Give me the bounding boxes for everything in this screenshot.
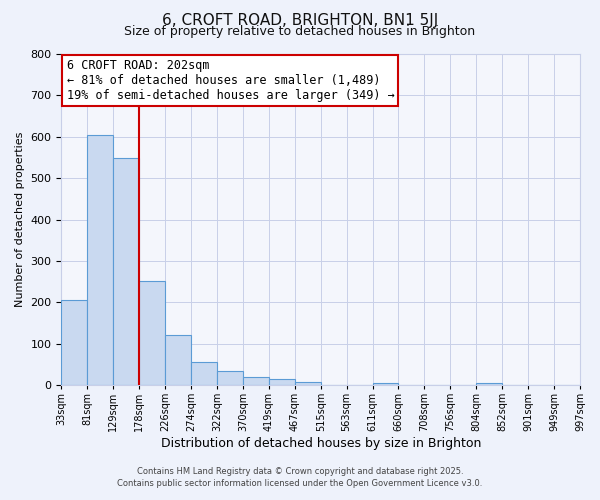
Bar bbox=[191, 362, 217, 385]
Bar bbox=[295, 382, 321, 385]
Bar bbox=[88, 134, 113, 385]
Text: 6 CROFT ROAD: 202sqm
← 81% of detached houses are smaller (1,489)
19% of semi-de: 6 CROFT ROAD: 202sqm ← 81% of detached h… bbox=[67, 59, 394, 102]
Y-axis label: Number of detached properties: Number of detached properties bbox=[15, 132, 25, 307]
Text: 6, CROFT ROAD, BRIGHTON, BN1 5JJ: 6, CROFT ROAD, BRIGHTON, BN1 5JJ bbox=[162, 12, 438, 28]
Bar bbox=[476, 383, 502, 385]
Bar bbox=[139, 281, 165, 385]
Bar bbox=[373, 383, 398, 385]
Text: Contains HM Land Registry data © Crown copyright and database right 2025.
Contai: Contains HM Land Registry data © Crown c… bbox=[118, 466, 482, 487]
Bar bbox=[61, 300, 88, 385]
Bar bbox=[113, 158, 139, 385]
Text: Size of property relative to detached houses in Brighton: Size of property relative to detached ho… bbox=[124, 25, 476, 38]
Bar bbox=[217, 370, 243, 385]
Bar bbox=[243, 377, 269, 385]
Bar bbox=[269, 379, 295, 385]
Bar bbox=[165, 334, 191, 385]
X-axis label: Distribution of detached houses by size in Brighton: Distribution of detached houses by size … bbox=[161, 437, 481, 450]
